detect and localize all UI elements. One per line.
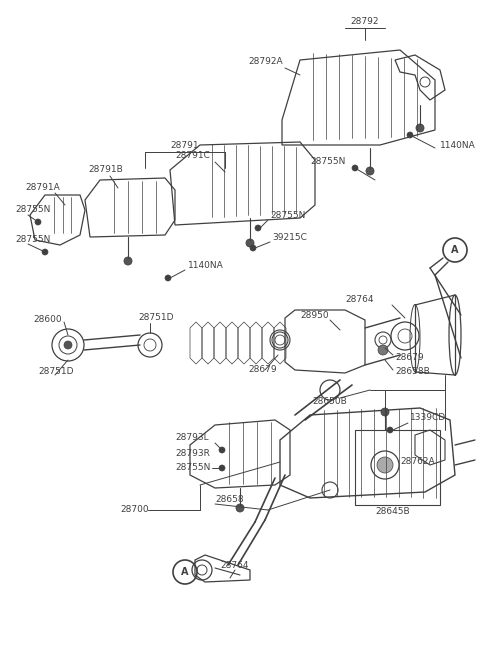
Text: 39215C: 39215C bbox=[272, 233, 307, 242]
Text: 28791A: 28791A bbox=[25, 183, 60, 193]
Text: 1339CD: 1339CD bbox=[410, 413, 446, 422]
Circle shape bbox=[246, 239, 254, 247]
Text: 1140NA: 1140NA bbox=[188, 261, 224, 271]
Text: 28755N: 28755N bbox=[15, 236, 50, 244]
Text: 28755N: 28755N bbox=[270, 210, 305, 219]
Text: 1140NA: 1140NA bbox=[440, 141, 476, 151]
Circle shape bbox=[352, 165, 358, 171]
Text: 28793R: 28793R bbox=[175, 449, 210, 457]
Text: 28650B: 28650B bbox=[312, 398, 348, 407]
Circle shape bbox=[387, 427, 393, 433]
Circle shape bbox=[250, 245, 256, 251]
Circle shape bbox=[366, 167, 374, 175]
Circle shape bbox=[378, 345, 388, 355]
Text: 28658: 28658 bbox=[215, 495, 244, 504]
Text: 28791B: 28791B bbox=[88, 166, 123, 174]
Circle shape bbox=[255, 225, 261, 231]
Circle shape bbox=[381, 408, 389, 416]
Circle shape bbox=[236, 504, 244, 512]
Text: 28700: 28700 bbox=[120, 506, 149, 514]
Text: 28751D: 28751D bbox=[38, 367, 73, 377]
Text: 28762A: 28762A bbox=[400, 457, 434, 466]
Text: 28755N: 28755N bbox=[310, 157, 346, 166]
Circle shape bbox=[42, 249, 48, 255]
Circle shape bbox=[407, 132, 413, 138]
Text: 28645B: 28645B bbox=[375, 508, 409, 517]
Text: 28600: 28600 bbox=[34, 316, 62, 324]
Text: 28679: 28679 bbox=[395, 354, 424, 362]
Text: 28755N: 28755N bbox=[175, 464, 210, 472]
Text: 28792: 28792 bbox=[351, 18, 379, 26]
Text: A: A bbox=[451, 245, 459, 255]
Text: 28658B: 28658B bbox=[395, 367, 430, 377]
Text: 28679: 28679 bbox=[248, 365, 276, 375]
Text: 28791C: 28791C bbox=[175, 151, 210, 160]
Circle shape bbox=[219, 465, 225, 471]
Circle shape bbox=[416, 124, 424, 132]
Text: 28751D: 28751D bbox=[138, 314, 173, 322]
Text: 28755N: 28755N bbox=[15, 206, 50, 214]
Circle shape bbox=[219, 447, 225, 453]
Text: 28793L: 28793L bbox=[175, 434, 209, 443]
Circle shape bbox=[35, 219, 41, 225]
Text: 28791: 28791 bbox=[171, 141, 199, 149]
Circle shape bbox=[377, 457, 393, 473]
Circle shape bbox=[165, 275, 171, 281]
Text: 28764: 28764 bbox=[346, 295, 374, 305]
Text: 28764: 28764 bbox=[221, 561, 249, 569]
Circle shape bbox=[124, 257, 132, 265]
Bar bbox=[355, 430, 440, 505]
Text: 28950: 28950 bbox=[300, 310, 329, 320]
Circle shape bbox=[64, 341, 72, 349]
Text: A: A bbox=[181, 567, 189, 577]
Text: 28792A: 28792A bbox=[248, 58, 283, 67]
